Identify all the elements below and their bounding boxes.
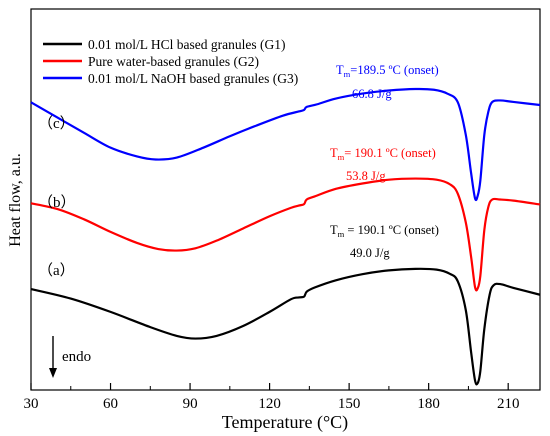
annotation-enthalpy-g1: 49.0 J/g (350, 246, 390, 260)
annotation-tm-g1: Tm = 190.1 ºC (onset) (330, 223, 439, 239)
curve-label-g3: （c） (38, 115, 75, 132)
annotations: Tm=189.5 ºC (onset) 66.8 J/g Tm= 190.1 ºC … (330, 63, 439, 260)
x-tick-label-30: 30 (24, 396, 39, 412)
legend-label-g1: 0.01 mol/L HCl based granules (G1) (88, 37, 285, 52)
x-axis-tick-labels: 30 60 90 120 150 180 210 (24, 396, 520, 412)
annotation-enthalpy-g3: 66.8 J/g (352, 87, 392, 101)
legend-label-g3: 0.01 mol/L NaOH based granules (G3) (88, 71, 298, 86)
x-tick-label-150: 150 (338, 396, 361, 412)
x-tick-label-180: 180 (417, 396, 440, 412)
legend-label-g2: Pure water-based granules (G2) (88, 54, 259, 69)
y-axis-label: Heat flow, a.u. (7, 153, 24, 247)
annotation-tm-g2: Tm= 190.1 ºC (onset) (330, 146, 436, 162)
curve-g1 (30, 267, 541, 386)
plot-frame (30, 8, 541, 391)
endo-label: endo (62, 349, 91, 365)
x-tick-label-210: 210 (497, 396, 520, 412)
x-tick-label-60: 60 (103, 396, 118, 412)
annotation-tm-g3: Tm=189.5 ºC (onset) (336, 63, 439, 79)
x-tick-label-120: 120 (258, 396, 281, 412)
curve-g2 (30, 177, 541, 292)
x-axis-ticks (30, 383, 509, 390)
x-axis-label: Temperature (°C) (222, 412, 348, 433)
endo-arrow-head (49, 368, 57, 378)
curve-label-g2: （b） (38, 194, 76, 211)
annotation-enthalpy-g2: 53.8 J/g (346, 169, 386, 183)
x-tick-label-90: 90 (183, 396, 198, 412)
curve-g3 (30, 87, 541, 202)
curves (30, 87, 541, 386)
legend: 0.01 mol/L HCl based granules (G1) Pure w… (43, 37, 298, 86)
endo-marker: endo (49, 336, 91, 378)
curve-labels: （a） （b） （c） (38, 115, 76, 279)
curve-label-g1: （a） (38, 262, 75, 279)
